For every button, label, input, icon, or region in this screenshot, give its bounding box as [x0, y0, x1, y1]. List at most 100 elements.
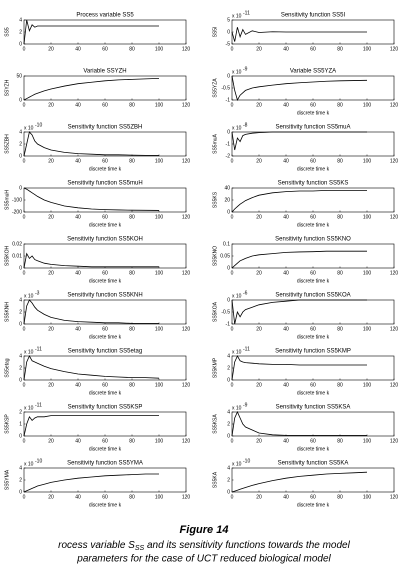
- y-tick-label: 2: [19, 141, 22, 147]
- x-tick-label: 60: [102, 270, 108, 276]
- y-multiplier: x 10: [232, 461, 242, 467]
- y-tick-label: 0: [19, 377, 22, 383]
- x-tick-label: 0: [231, 438, 234, 444]
- x-axis-label: discrete time k: [89, 166, 122, 172]
- x-tick-label: 0: [23, 46, 26, 52]
- x-axis-label: discrete time k: [89, 222, 122, 228]
- y-tick-label: 1: [19, 421, 22, 427]
- x-tick-label: 40: [75, 382, 81, 388]
- x-tick-label: 120: [390, 326, 399, 332]
- subplot-title: Sensitivity function SS5muA: [275, 125, 350, 131]
- x-tick-label: 20: [256, 326, 262, 332]
- x-tick-label: 80: [129, 102, 135, 108]
- y-axis-label: SS5YMA: [4, 469, 10, 490]
- x-tick-label: 20: [256, 46, 262, 52]
- data-line: [23, 131, 159, 157]
- y-multiplier: x 10: [24, 349, 34, 355]
- subplot-title: Process variable SS5: [76, 13, 134, 19]
- y-axis-label: SS5muA: [212, 133, 218, 153]
- y-tick-label: 2: [227, 365, 230, 371]
- axes-box: [23, 243, 187, 269]
- x-axis-label: discrete time k: [297, 502, 330, 508]
- y-tick-label: 0: [227, 433, 230, 439]
- x-tick-label: 20: [48, 382, 54, 388]
- x-tick-label: 0: [23, 270, 26, 276]
- x-tick-label: 80: [337, 326, 343, 332]
- x-tick-label: 120: [390, 270, 399, 276]
- y-axis-label: SS5YZA: [212, 78, 218, 98]
- data-line: [23, 78, 160, 101]
- x-tick-label: 100: [155, 214, 164, 220]
- x-tick-label: 0: [231, 326, 234, 332]
- x-axis-label: discrete time k: [297, 446, 330, 452]
- x-tick-label: 100: [363, 438, 372, 444]
- x-tick-label: 20: [48, 102, 54, 108]
- x-tick-label: 40: [283, 214, 289, 220]
- x-tick-label: 100: [155, 326, 164, 332]
- caption-text: rocess variable S: [58, 540, 135, 551]
- x-tick-label: 120: [390, 382, 399, 388]
- caption-subscript: SS: [135, 545, 145, 552]
- x-tick-label: 0: [23, 102, 26, 108]
- x-tick-label: 40: [75, 158, 81, 164]
- x-tick-label: 100: [363, 270, 372, 276]
- subplot-title: Sensitivity function SS5KOA: [275, 293, 350, 299]
- subplot-title: Sensitivity function SS5KSP: [68, 405, 143, 411]
- subplot-title: Sensitivity function SS5YMA: [67, 461, 143, 467]
- x-tick-label: 40: [283, 494, 289, 500]
- y-tick-label: 50: [16, 73, 22, 79]
- x-tick-label: 0: [231, 382, 234, 388]
- y-exponent: -6: [243, 290, 248, 296]
- x-tick-label: 60: [310, 382, 316, 388]
- x-axis-label: discrete time k: [89, 502, 122, 508]
- x-tick-label: 60: [102, 46, 108, 52]
- y-exponent: -10: [35, 122, 42, 128]
- x-tick-label: 20: [48, 46, 54, 52]
- y-axis-label: SS5I: [212, 27, 218, 38]
- y-tick-label: 2: [19, 409, 22, 415]
- y-multiplier: x 10: [24, 125, 34, 131]
- y-tick-label: 4: [19, 17, 22, 23]
- y-exponent: -3: [35, 290, 40, 296]
- y-tick-label: 0: [227, 377, 230, 383]
- y-tick-label: 2: [19, 309, 22, 315]
- y-axis-label: SS5ZBH: [4, 134, 10, 154]
- subplot-title: Sensitivity function SS5KSA: [276, 405, 351, 411]
- y-axis-label: SS5KOH: [4, 245, 10, 266]
- x-tick-label: 80: [337, 214, 343, 220]
- y-multiplier: x 10: [24, 461, 34, 467]
- y-multiplier: x 10: [232, 405, 242, 411]
- y-exponent: -9: [243, 66, 248, 72]
- data-line: [231, 471, 368, 493]
- x-tick-label: 80: [129, 158, 135, 164]
- x-tick-label: 40: [283, 270, 289, 276]
- subplot-title: Sensitivity function SS5KS: [278, 181, 349, 187]
- x-tick-label: 120: [390, 46, 399, 52]
- axes-box: [23, 19, 187, 45]
- data-line: [231, 27, 367, 42]
- y-tick-label: 0: [227, 265, 230, 271]
- x-tick-label: 120: [182, 214, 191, 220]
- x-tick-label: 20: [256, 102, 262, 108]
- x-tick-label: 20: [48, 214, 54, 220]
- x-axis-label: discrete time k: [297, 166, 330, 172]
- x-tick-label: 60: [102, 158, 108, 164]
- x-tick-label: 40: [283, 102, 289, 108]
- x-tick-label: 120: [390, 214, 399, 220]
- y-tick-label: 4: [227, 465, 230, 471]
- x-axis-label: discrete time k: [297, 110, 330, 116]
- x-tick-label: 0: [23, 494, 26, 500]
- x-tick-label: 100: [155, 46, 164, 52]
- data-line: [231, 131, 367, 151]
- x-tick-label: 100: [363, 326, 372, 332]
- x-tick-label: 100: [363, 46, 372, 52]
- y-axis-label: SSYZH: [4, 79, 10, 96]
- y-tick-label: -0.5: [221, 85, 230, 91]
- axes-box: [231, 243, 395, 269]
- x-tick-label: 40: [75, 214, 81, 220]
- x-tick-label: 60: [310, 494, 316, 500]
- axes-box: [231, 187, 395, 213]
- x-tick-label: 20: [48, 158, 54, 164]
- y-tick-label: 4: [19, 129, 22, 135]
- axes-box: [23, 299, 187, 325]
